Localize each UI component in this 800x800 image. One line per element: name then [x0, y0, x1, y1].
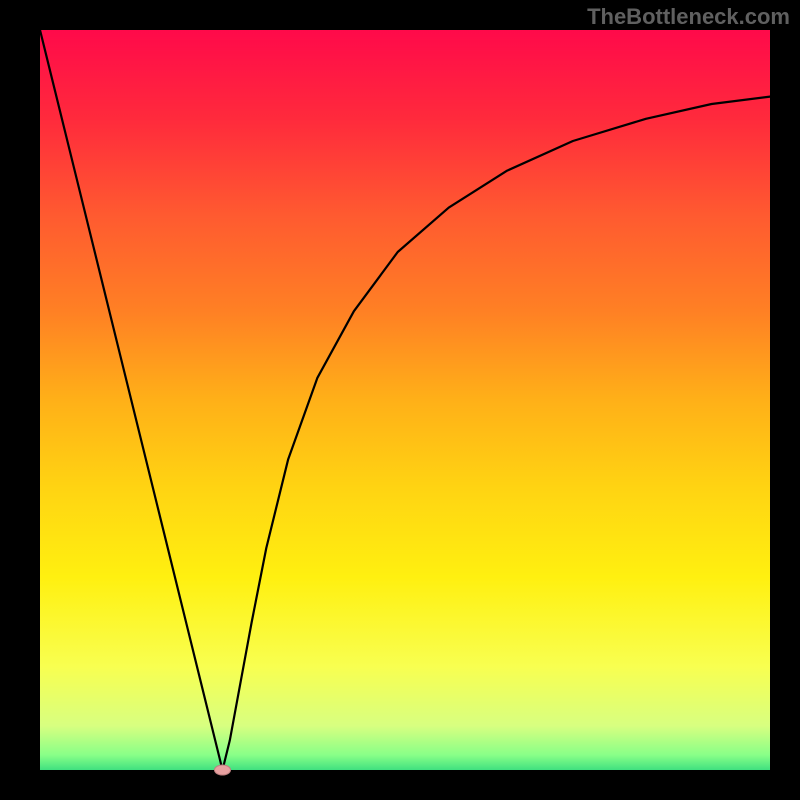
plot-background [40, 30, 770, 770]
chart-container: TheBottleneck.com [0, 0, 800, 800]
bottleneck-chart [0, 0, 800, 800]
minimum-marker [215, 765, 231, 775]
watermark-text: TheBottleneck.com [587, 4, 790, 30]
